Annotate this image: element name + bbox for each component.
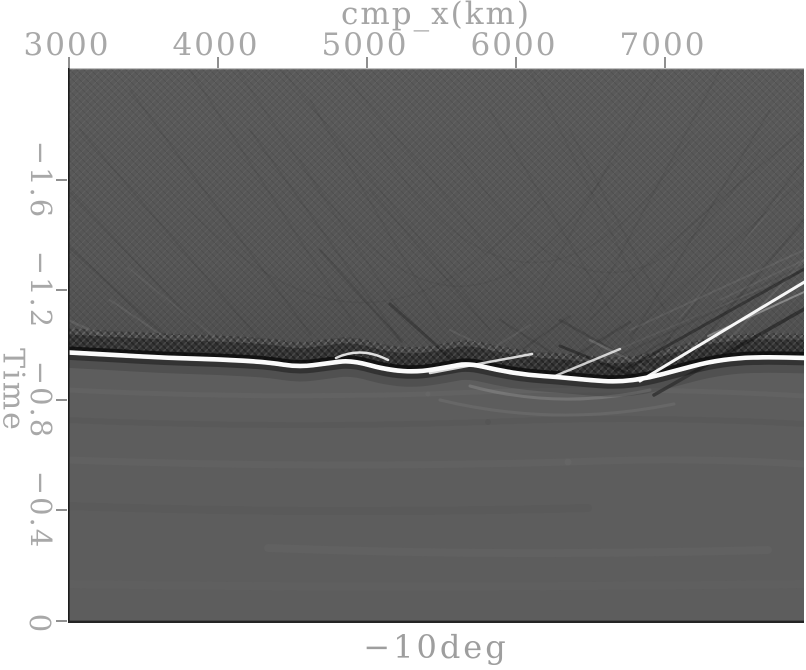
- y-tick-mark: [56, 620, 67, 622]
- angle-annotation: −10deg: [363, 628, 509, 666]
- y-axis-title: Time: [0, 348, 31, 432]
- y-tick-mark: [56, 179, 67, 181]
- y-tick-label: −0.4: [24, 470, 58, 550]
- x-tick-mark: [217, 57, 219, 68]
- x-tick-mark: [664, 57, 666, 68]
- x-tick-label: 5000: [321, 27, 409, 63]
- x-tick-mark: [68, 57, 70, 68]
- bright-diagonal-events: [334, 280, 804, 383]
- y-tick-label: 0: [23, 613, 57, 635]
- x-tick-label: 4000: [172, 27, 260, 63]
- y-tick-label: −1.2: [24, 250, 58, 330]
- x-tick-label: 6000: [470, 27, 558, 63]
- x-tick-label: 3000: [23, 27, 111, 63]
- y-tick-mark: [56, 289, 67, 291]
- x-axis-title: cmp_x(km): [341, 0, 531, 32]
- x-tick-mark: [366, 57, 368, 68]
- upper-texture-layer: [68, 68, 804, 380]
- lower-smooth-layer: [68, 359, 804, 623]
- y-tick-mark: [56, 509, 67, 511]
- y-tick-mark: [56, 399, 67, 401]
- x-tick-label: 7000: [619, 27, 707, 63]
- seismic-image-canvas: [68, 68, 804, 623]
- y-tick-label: −1.6: [24, 140, 58, 220]
- x-tick-mark: [515, 57, 517, 68]
